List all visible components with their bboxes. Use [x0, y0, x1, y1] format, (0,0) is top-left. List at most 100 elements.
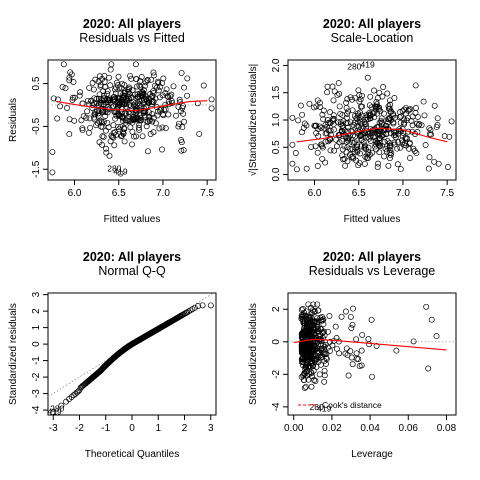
y-tick-label: -4 — [271, 402, 282, 411]
data-point — [371, 87, 377, 94]
data-point — [135, 124, 142, 131]
data-point — [89, 105, 96, 111]
y-axis-label: √|Standardized residuals| — [247, 64, 259, 176]
x-tick-label: 0.06 — [399, 423, 419, 434]
data-point — [157, 83, 164, 90]
plot-frame — [47, 59, 217, 181]
data-point — [338, 313, 345, 320]
data-point — [316, 349, 323, 356]
data-point — [324, 89, 331, 96]
data-point — [355, 112, 362, 119]
data-point — [386, 97, 393, 104]
data-point — [176, 96, 183, 103]
chart-subtitle: Residuals vs Fitted — [79, 31, 185, 45]
data-point — [159, 111, 166, 118]
data-point — [334, 92, 341, 99]
data-point — [345, 135, 352, 142]
data-point — [356, 92, 363, 99]
data-point — [96, 73, 103, 80]
data-point — [433, 333, 440, 340]
data-point — [115, 123, 121, 130]
data-point — [319, 111, 326, 118]
data-point — [137, 114, 144, 121]
x-tick-label: 6.5 — [352, 188, 366, 199]
data-point — [146, 109, 152, 116]
data-point — [343, 99, 350, 106]
data-point — [170, 83, 177, 90]
data-point — [79, 125, 86, 132]
data-point — [110, 134, 117, 141]
data-point — [341, 143, 348, 150]
data-point — [152, 120, 159, 127]
data-point — [363, 112, 370, 119]
y-tick-label: 1.5 — [271, 85, 282, 99]
data-point — [99, 141, 105, 148]
data-point — [356, 159, 363, 166]
data-point — [304, 357, 311, 364]
data-point — [178, 147, 185, 154]
data-point — [50, 95, 57, 102]
data-point — [114, 79, 120, 86]
data-point — [391, 139, 398, 146]
x-tick-label: 0.02 — [322, 423, 342, 434]
data-point — [139, 133, 146, 140]
data-point — [319, 314, 326, 320]
outlier-label: 419 — [47, 407, 61, 417]
data-point — [60, 61, 67, 68]
data-point — [359, 92, 365, 99]
data-point — [162, 90, 169, 97]
data-point — [319, 155, 326, 162]
data-point — [385, 116, 392, 123]
data-point — [150, 114, 157, 121]
data-point — [407, 155, 413, 161]
data-point — [409, 122, 416, 129]
data-point — [428, 316, 435, 323]
data-point — [322, 159, 329, 166]
outlier-label: 280 — [347, 62, 361, 72]
data-point — [413, 150, 420, 157]
data-point — [431, 158, 438, 165]
data-point — [413, 105, 419, 111]
data-point — [365, 155, 372, 161]
data-point — [71, 117, 78, 124]
data-point — [318, 141, 325, 148]
data-point — [148, 76, 155, 83]
data-point — [325, 138, 332, 145]
data-point — [150, 88, 157, 95]
data-point — [169, 100, 176, 106]
data-point — [399, 133, 406, 140]
smooth-line — [293, 338, 447, 351]
data-point — [369, 149, 376, 156]
data-point — [140, 87, 147, 93]
data-point — [412, 110, 419, 116]
data-point — [425, 165, 432, 172]
data-point — [184, 92, 190, 99]
data-point — [207, 302, 214, 309]
y-tick-label: -0.5 — [31, 117, 42, 135]
data-point — [394, 145, 401, 152]
outlier-label: 280 — [50, 403, 64, 413]
data-point — [347, 146, 354, 152]
data-point — [354, 143, 361, 150]
data-point — [90, 86, 97, 93]
data-point — [320, 321, 327, 328]
data-point — [311, 318, 318, 325]
data-point — [410, 338, 417, 345]
data-point — [146, 117, 153, 124]
data-point — [305, 376, 312, 383]
data-point — [67, 69, 74, 76]
data-point — [128, 95, 135, 102]
data-point — [320, 341, 326, 348]
data-point — [150, 129, 157, 136]
data-point — [289, 160, 296, 167]
plot-frame — [287, 292, 457, 416]
data-point — [70, 79, 77, 85]
data-point — [371, 114, 378, 121]
data-point — [69, 94, 76, 101]
data-point — [399, 139, 406, 146]
data-point — [115, 95, 122, 102]
data-point — [339, 138, 346, 144]
data-point — [49, 148, 56, 155]
data-point — [175, 123, 182, 130]
